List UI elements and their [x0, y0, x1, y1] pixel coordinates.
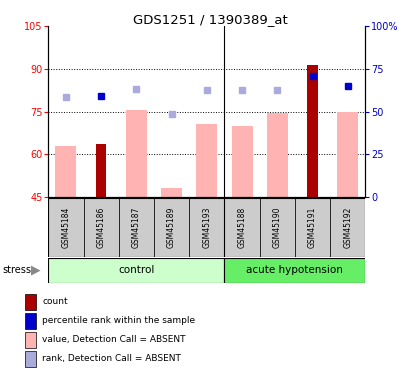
- Bar: [224, 198, 260, 257]
- Bar: [330, 198, 365, 257]
- Bar: [337, 112, 358, 197]
- Bar: [231, 126, 253, 197]
- Bar: [189, 198, 224, 257]
- Bar: [55, 146, 76, 197]
- Bar: [154, 198, 189, 257]
- Text: count: count: [42, 297, 68, 306]
- Bar: [119, 198, 154, 257]
- Bar: [307, 64, 318, 197]
- Text: GSM45188: GSM45188: [238, 207, 247, 248]
- Bar: [48, 198, 84, 257]
- Bar: [224, 258, 365, 283]
- Text: percentile rank within the sample: percentile rank within the sample: [42, 316, 195, 326]
- Text: stress: stress: [2, 266, 31, 275]
- Text: GSM45184: GSM45184: [61, 207, 71, 248]
- Text: GSM45189: GSM45189: [167, 207, 176, 248]
- Text: GDS1251 / 1390389_at: GDS1251 / 1390389_at: [133, 13, 287, 26]
- Text: GSM45193: GSM45193: [202, 207, 211, 248]
- Text: ▶: ▶: [31, 264, 40, 277]
- Bar: [25, 332, 36, 348]
- Bar: [295, 198, 330, 257]
- Bar: [25, 351, 36, 366]
- Bar: [25, 294, 36, 310]
- Bar: [196, 124, 218, 197]
- Bar: [161, 188, 182, 197]
- Bar: [126, 110, 147, 197]
- Text: control: control: [118, 266, 155, 275]
- Bar: [260, 198, 295, 257]
- Bar: [48, 258, 224, 283]
- Text: GSM45187: GSM45187: [132, 207, 141, 248]
- Text: GSM45190: GSM45190: [273, 207, 282, 248]
- Text: GSM45186: GSM45186: [97, 207, 106, 248]
- Bar: [25, 313, 36, 329]
- Text: acute hypotension: acute hypotension: [247, 266, 344, 275]
- Bar: [96, 144, 106, 197]
- Text: rank, Detection Call = ABSENT: rank, Detection Call = ABSENT: [42, 354, 181, 363]
- Text: value, Detection Call = ABSENT: value, Detection Call = ABSENT: [42, 335, 186, 344]
- Text: GSM45191: GSM45191: [308, 207, 317, 248]
- Text: GSM45192: GSM45192: [343, 207, 352, 248]
- Bar: [267, 113, 288, 197]
- Bar: [84, 198, 119, 257]
